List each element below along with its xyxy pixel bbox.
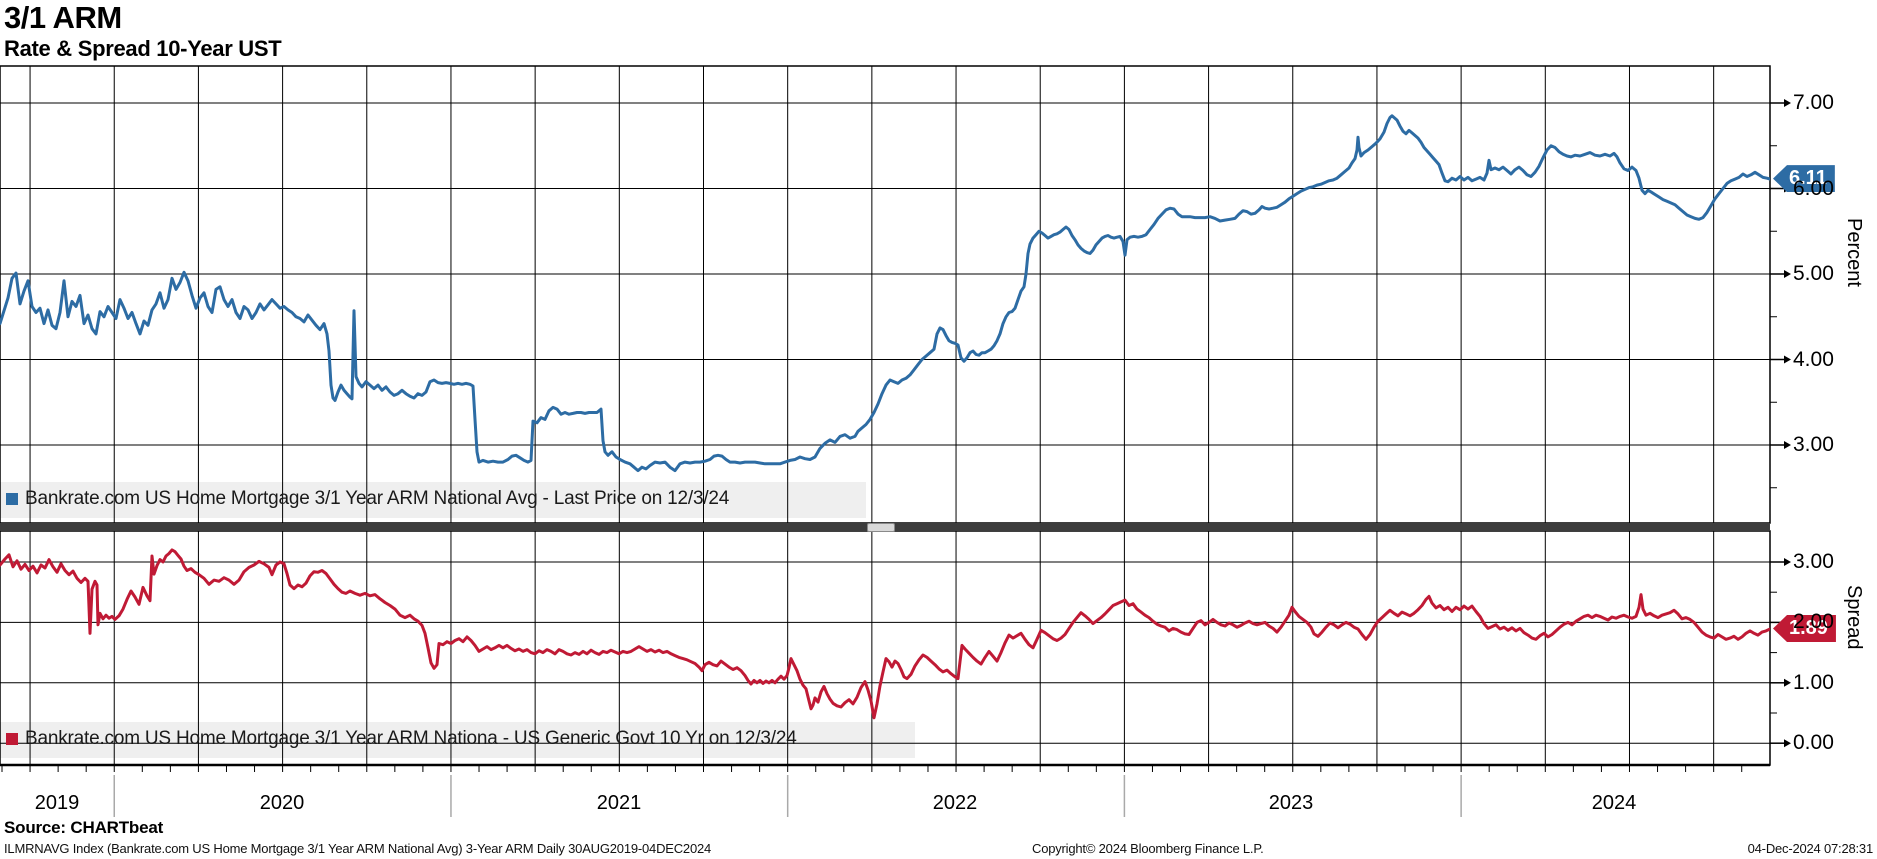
spread-line bbox=[0, 548, 1770, 720]
source-label: Source: CHARTbeat bbox=[4, 818, 164, 837]
y-axis-tick-label: 0.00 bbox=[1793, 731, 1834, 755]
y-axis-tick-label: 3.00 bbox=[1793, 433, 1834, 456]
year-label-2024: 2024 bbox=[1591, 792, 1637, 814]
year-label-2023: 2023 bbox=[1268, 792, 1314, 814]
year-label-2021: 2021 bbox=[596, 792, 642, 814]
rate-legend-swatch-icon bbox=[6, 493, 18, 505]
spread-legend-label: Bankrate.com US Home Mortgage 3/1 Year A… bbox=[25, 728, 797, 749]
index-description: ILMRNAVG Index (Bankrate.com US Home Mor… bbox=[4, 841, 712, 856]
y-axis-tick-label: 7.00 bbox=[1793, 91, 1834, 114]
y-axis-tick-label: 1.00 bbox=[1793, 670, 1834, 694]
year-label-2019: 2019 bbox=[34, 792, 80, 814]
spread-last-value-badge: 1.89 bbox=[1773, 615, 1836, 643]
page-title: 3/1 ARM bbox=[4, 0, 122, 35]
spread-axis-unit-label: Spread bbox=[1843, 585, 1865, 650]
panel-divider-handle[interactable] bbox=[867, 523, 895, 532]
rate-last-value-badge: 6.11 bbox=[1773, 165, 1835, 193]
copyright-label: Copyright© 2024 Bloomberg Finance L.P. bbox=[1032, 841, 1264, 856]
legend-rate[interactable]: Bankrate.com US Home Mortgage 3/1 Year A… bbox=[6, 488, 729, 510]
rate-axis-unit-label: Percent bbox=[1843, 218, 1865, 287]
year-label-2022: 2022 bbox=[932, 792, 978, 814]
legend-spread[interactable]: Bankrate.com US Home Mortgage 3/1 Year A… bbox=[6, 728, 797, 750]
y-axis-tick-label: 5.00 bbox=[1793, 262, 1834, 285]
y-axis-tick-label: 4.00 bbox=[1793, 347, 1834, 371]
timestamp-label: 04-Dec-2024 07:28:31 bbox=[1747, 841, 1874, 856]
chart-subtitle: Rate & Spread 10-Year UST bbox=[4, 36, 282, 61]
rate-legend-label: Bankrate.com US Home Mortgage 3/1 Year A… bbox=[25, 488, 730, 509]
spread-legend-swatch-icon bbox=[6, 733, 18, 745]
y-axis-tick-label: 6.00 bbox=[1793, 176, 1834, 200]
year-label-2020: 2020 bbox=[259, 792, 305, 814]
y-axis-tick-label: 3.00 bbox=[1793, 550, 1834, 573]
rate-line bbox=[0, 114, 1770, 473]
y-axis-tick-label: 2.00 bbox=[1793, 610, 1834, 634]
